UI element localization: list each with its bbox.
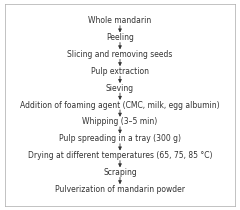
- Text: Whole mandarin: Whole mandarin: [88, 16, 152, 25]
- Text: Pulp spreading in a tray (300 g): Pulp spreading in a tray (300 g): [59, 134, 181, 143]
- Text: Pulp extraction: Pulp extraction: [91, 67, 149, 76]
- Text: Pulverization of mandarin powder: Pulverization of mandarin powder: [55, 185, 185, 194]
- Text: Slicing and removing seeds: Slicing and removing seeds: [67, 50, 173, 59]
- Text: Addition of foaming agent (CMC, milk, egg albumin): Addition of foaming agent (CMC, milk, eg…: [20, 101, 220, 109]
- Text: Drying at different temperatures (65, 75, 85 °C): Drying at different temperatures (65, 75…: [28, 151, 212, 160]
- Text: Sieving: Sieving: [106, 84, 134, 93]
- Text: Peeling: Peeling: [106, 33, 134, 42]
- Text: Scraping: Scraping: [103, 168, 137, 177]
- Text: Whipping (3–5 min): Whipping (3–5 min): [82, 117, 158, 126]
